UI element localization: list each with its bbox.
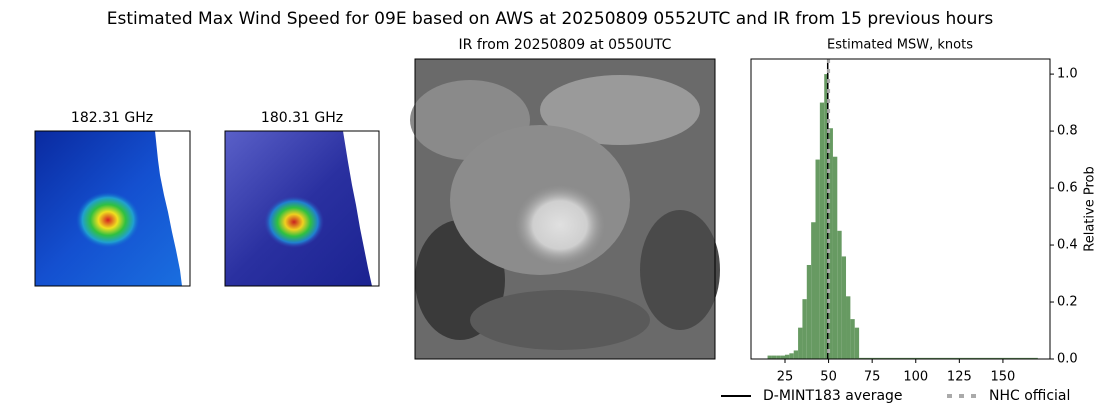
bar (798, 327, 803, 359)
panel-title: 180.31 GHz (261, 110, 343, 126)
microwave-image-1 (34, 130, 191, 287)
y-tick-label: 0.4 (1057, 238, 1078, 253)
ir-image (410, 58, 720, 360)
bar (841, 256, 847, 359)
legend-label: NHC official (989, 388, 1070, 404)
legend-label: D-MINT183 average (763, 388, 903, 404)
bar (824, 74, 829, 359)
y-axis-label: Relative Prob (1083, 166, 1098, 251)
x-tick-label: 100 (903, 370, 928, 385)
bar (793, 350, 799, 359)
y-tick-label: 0.8 (1057, 124, 1078, 139)
y-tick-label: 1.0 (1057, 67, 1078, 82)
microwave-image-2 (224, 130, 380, 287)
x-tick-label: 25 (777, 370, 794, 385)
figure-title: Estimated Max Wind Speed for 09E based o… (107, 9, 994, 29)
plot-frame (750, 58, 1051, 360)
bar (846, 296, 851, 359)
y-tick-label: 0.2 (1057, 295, 1078, 310)
x-tick-label: 125 (947, 370, 972, 385)
bar (802, 299, 807, 359)
bar (815, 159, 820, 359)
bar (767, 355, 772, 359)
chart-title: Estimated MSW, knots (827, 38, 973, 53)
bar (832, 156, 838, 359)
bar (837, 230, 842, 359)
bar (789, 353, 794, 359)
bar (784, 354, 790, 359)
bar (850, 319, 855, 359)
x-tick-label: 50 (820, 370, 837, 385)
y-tick-label: 0.6 (1057, 181, 1078, 196)
x-tick-label: 75 (864, 370, 881, 385)
bar (771, 355, 777, 359)
bar (780, 355, 785, 359)
bar (859, 357, 1038, 359)
bar (819, 102, 825, 359)
bar (776, 355, 781, 359)
bar (854, 327, 860, 359)
bar (828, 128, 833, 359)
x-tick-label: 150 (991, 370, 1016, 385)
bar (806, 264, 812, 359)
panel-title: IR from 20250809 at 0550UTC (459, 37, 672, 53)
panel-title: 182.31 GHz (71, 110, 153, 126)
bar (811, 222, 816, 359)
y-tick-label: 0.0 (1057, 352, 1078, 367)
